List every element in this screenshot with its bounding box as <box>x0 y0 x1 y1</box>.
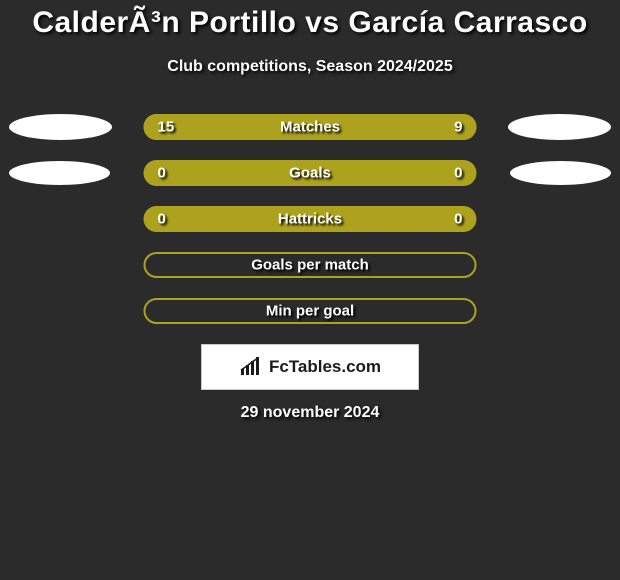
stat-label: Hattricks <box>144 211 477 228</box>
bar-fill-left <box>144 114 352 140</box>
stat-row: 0 0Hattricks <box>0 206 620 232</box>
stat-row: Min per goal <box>0 298 620 324</box>
stat-label: Min per goal <box>146 303 475 320</box>
date-label: 29 november 2024 <box>0 404 620 422</box>
value-right: 0 <box>454 165 462 182</box>
stat-row: Goals per match <box>0 252 620 278</box>
stat-bar: Goals per match <box>144 252 477 278</box>
value-left: 15 <box>158 119 175 136</box>
stat-bar: 0 0Goals <box>144 160 477 186</box>
stat-bar: 159Matches <box>144 114 477 140</box>
value-left: 0 <box>158 211 166 228</box>
value-right: 9 <box>454 119 462 136</box>
stat-label: Goals per match <box>146 257 475 274</box>
stat-row: 159Matches <box>0 114 620 140</box>
stat-row: 0 0Goals <box>0 160 620 186</box>
player-badge-right <box>510 161 611 185</box>
comparison-card: CalderÃ³n Portillo vs García Carrasco Cl… <box>0 0 620 422</box>
player-badge-left <box>9 161 110 185</box>
stat-bar: 0 0Hattricks <box>144 206 477 232</box>
stat-bar: Min per goal <box>144 298 477 324</box>
stat-label: Goals <box>144 165 477 182</box>
player-badge-left <box>9 114 112 140</box>
brand-badge[interactable]: FcTables.com <box>201 344 419 390</box>
subtitle: Club competitions, Season 2024/2025 <box>0 58 620 76</box>
stat-rows: 159Matches00Goals00HattricksGoals per ma… <box>0 114 620 324</box>
player-badge-right <box>508 114 611 140</box>
value-right: 0 <box>454 211 462 228</box>
value-left: 0 <box>158 165 166 182</box>
brand-label: FcTables.com <box>269 357 381 377</box>
bars-icon <box>239 357 263 377</box>
page-title: CalderÃ³n Portillo vs García Carrasco <box>0 0 620 40</box>
